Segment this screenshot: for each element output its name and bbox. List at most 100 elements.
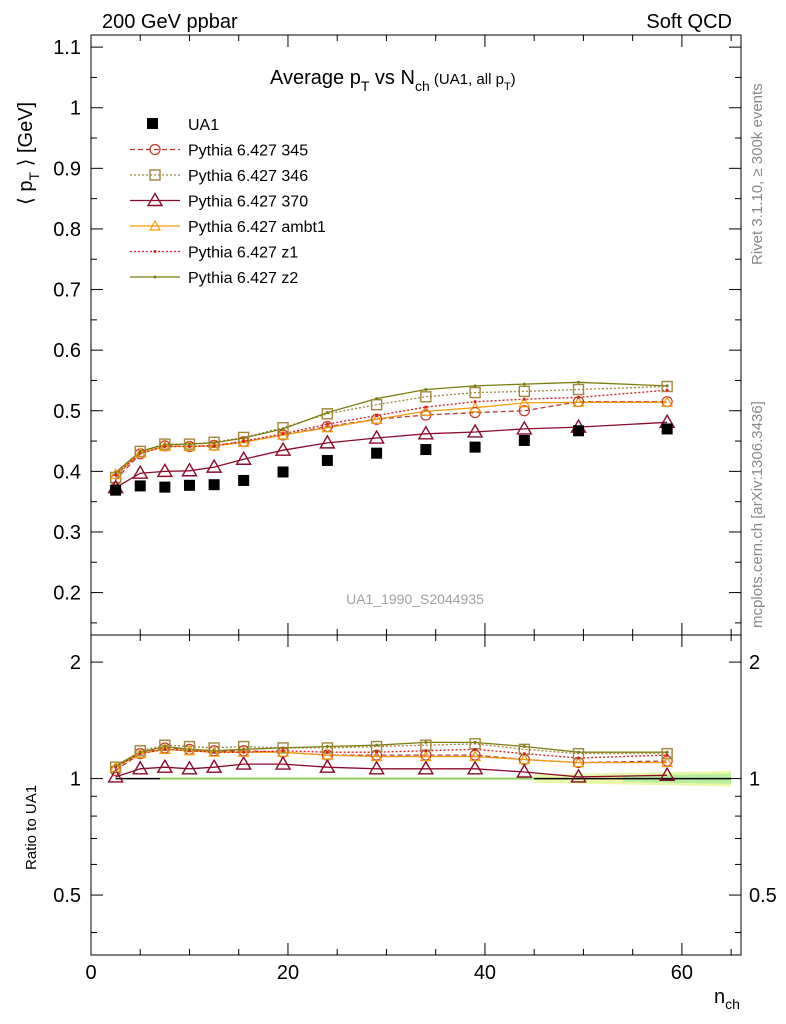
y-tick-label: 0.6 (53, 340, 81, 362)
series-marker (665, 384, 669, 388)
ratio-series-marker (163, 747, 167, 751)
legend-marker (149, 169, 161, 181)
legend-label: Pythia 6.427 345 (188, 143, 308, 160)
legend: UA1 Pythia 6.427 345 Pythia 6.427 346 Pythi… (130, 117, 326, 287)
y-tick-label: 0.9 (53, 158, 81, 180)
ratio-series-marker (325, 750, 329, 754)
ratio-series-marker (187, 747, 191, 751)
side-label-top: Rivet 3.1.10, ≥ 300k events (749, 83, 766, 265)
ratio-series-line (115, 741, 668, 767)
ratio-series-marker (518, 753, 531, 765)
series-marker (419, 405, 432, 416)
ratio-series-marker (163, 745, 167, 749)
ratio-series-marker (281, 749, 285, 753)
title-part: Average p (270, 67, 361, 89)
title-part: T (361, 78, 370, 94)
title-part: vs N (369, 67, 415, 89)
series-marker (321, 408, 334, 420)
ratio-series-marker (661, 756, 674, 768)
ylabel-part: ⟨ p (15, 181, 37, 205)
ratio-series-marker (235, 755, 252, 770)
ratio-y-tick-label-right: 1 (749, 769, 760, 791)
ratio-y-tick-label-right: 2 (749, 652, 760, 674)
series-marker (134, 445, 146, 458)
ratio-series-marker (419, 750, 432, 762)
ratio-y-axis-label: Ratio to UA1 (23, 785, 40, 870)
series-marker (516, 420, 533, 435)
series-marker (577, 395, 580, 399)
ratio-series-marker (138, 750, 142, 754)
series-marker (466, 423, 484, 438)
ylabel-part: T (26, 172, 42, 181)
series-marker (277, 428, 290, 440)
x-tick-label: 40 (474, 962, 496, 984)
ratio-y-tick-label: 2 (70, 652, 81, 674)
ua1-data-point (238, 474, 250, 486)
ua1-data-point (518, 434, 530, 446)
series-marker (134, 446, 147, 458)
ratio-series-marker (281, 746, 285, 750)
ratio-series-marker (665, 753, 669, 757)
series-marker (158, 440, 171, 452)
x-tick-label: 0 (85, 962, 96, 984)
ratio-series-marker (134, 747, 147, 759)
series-marker (420, 391, 432, 403)
legend-marker (148, 219, 162, 231)
series-marker (473, 400, 477, 404)
series-marker (205, 458, 223, 473)
series-marker (518, 396, 531, 408)
series-marker (325, 411, 329, 415)
x-tick-label: 20 (277, 962, 299, 984)
series-marker (183, 440, 196, 452)
ratio-series-marker (158, 743, 171, 754)
header-left-label: 200 GeV ppbar (102, 11, 238, 33)
series-marker (281, 432, 285, 436)
series-marker (522, 382, 526, 386)
y-tick-label: 0.2 (53, 583, 81, 605)
side-label-bottom: mcplots.cern.ch [arXiv:1306.3436] (749, 401, 766, 628)
title-part: ) (511, 71, 516, 88)
ratio-y-tick-label: 1 (70, 769, 81, 791)
ratio-series-marker (473, 740, 477, 744)
ratio-series-marker (134, 745, 146, 757)
legend-marker (153, 275, 157, 279)
series-marker (325, 422, 329, 426)
ua1-data-point (208, 479, 220, 491)
legend-marker (153, 250, 157, 253)
series-marker (235, 450, 252, 465)
series-marker (375, 397, 379, 401)
ratio-series-marker (107, 768, 124, 783)
ratio-series-marker (181, 760, 198, 775)
ratio-series-marker (212, 749, 216, 753)
ratio-series-marker (109, 760, 122, 772)
ratio-series-marker (375, 743, 379, 747)
series-line (115, 381, 668, 474)
ratio-series-marker (469, 750, 482, 762)
ua1-data-point (134, 480, 146, 492)
series-lines (115, 381, 668, 778)
series-marker (469, 401, 482, 413)
ratio-series-marker (368, 760, 385, 775)
y-tick-label: 0.4 (53, 461, 81, 483)
series-marker (212, 441, 216, 445)
chart-title: Average pT vs Nch (UA1, all pT) (270, 67, 516, 94)
title-part: (UA1, all p (430, 71, 504, 88)
ua1-data-point (183, 479, 195, 491)
series-marker (577, 380, 580, 384)
ratio-series-marker (132, 760, 149, 775)
series-marker (321, 421, 334, 433)
series-marker (242, 439, 246, 443)
ua1-data-point (469, 441, 481, 453)
ratio-series-marker (424, 749, 428, 753)
series-marker (424, 405, 428, 409)
ratio-series-marker (658, 766, 676, 781)
series-marker (187, 445, 191, 449)
ratio-series-marker (183, 744, 196, 756)
series-marker (572, 383, 585, 396)
ratio-series-marker (370, 750, 383, 762)
series-marker (114, 473, 118, 477)
series-marker (469, 406, 481, 419)
ratio-series-marker (208, 745, 221, 757)
ratio-series-marker (466, 760, 484, 775)
ua1-data-point (277, 466, 289, 478)
